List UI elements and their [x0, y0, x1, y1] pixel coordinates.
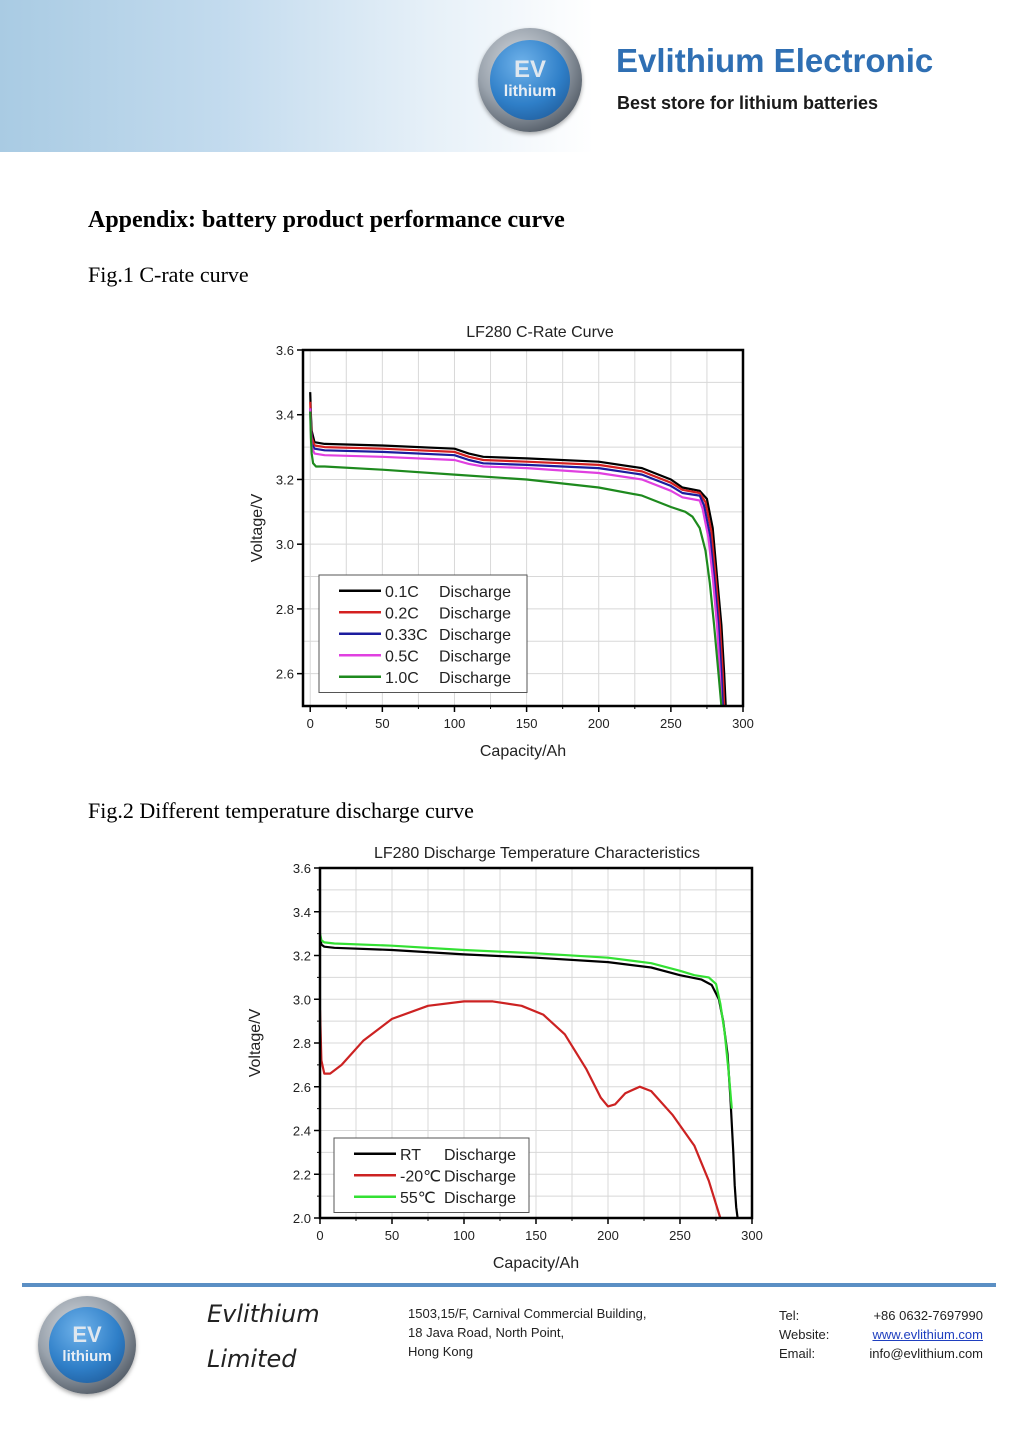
logo-inner-disc: EV lithium — [490, 40, 570, 120]
legend-series-name: 0.1C — [385, 584, 419, 601]
legend-series-name: 0.33C — [385, 627, 428, 644]
x-tick-label: 250 — [669, 1228, 691, 1243]
c-rate-chart: 0 50 100 150 200 250 300 2.6 2.8 3.0 3.2 3.4 3.6 LF28… — [249, 324, 754, 760]
footer-tel-value: +86 0632-7697990 — [873, 1308, 983, 1323]
y-tick-label: 3.6 — [276, 343, 294, 358]
y-tick-label: 3.6 — [293, 861, 311, 876]
x-tick-label: 150 — [525, 1228, 547, 1243]
series-line — [318, 933, 733, 1109]
footer-logo-ev-text: EV — [72, 1322, 102, 1347]
y-tick-label: 3.0 — [276, 537, 294, 552]
series-line — [309, 408, 723, 707]
footer-logo-lithium-text: lithium — [62, 1348, 112, 1365]
y-tick-label: 2.6 — [276, 667, 294, 682]
plot-frame — [301, 348, 745, 708]
y-tick-label: 3.2 — [293, 949, 311, 964]
footer-address-line3: Hong Kong — [408, 1344, 474, 1359]
y-tick-label: 2.8 — [293, 1036, 311, 1051]
x-tick-label: 250 — [660, 716, 682, 731]
legend-series-name: 0.5C — [385, 648, 419, 665]
series-line — [309, 392, 727, 707]
series-line — [309, 401, 726, 707]
legend-series-label: Discharge — [439, 670, 511, 687]
x-tick-label: 100 — [453, 1228, 475, 1243]
legend-series-name: -20℃ — [400, 1168, 441, 1185]
legend-series-name: 1.0C — [385, 670, 419, 687]
footer-divider — [22, 1283, 996, 1287]
x-tick-label: 300 — [741, 1228, 763, 1243]
footer-website-link[interactable]: www.evlithium.com — [872, 1327, 983, 1342]
y-tick-label: 3.2 — [276, 472, 294, 487]
chart-title: LF280 Discharge Temperature Characterist… — [374, 845, 700, 862]
series-line — [318, 1000, 722, 1219]
x-tick-label: 200 — [588, 716, 610, 731]
x-tick-label: 50 — [385, 1228, 399, 1243]
x-tick-label: 0 — [316, 1228, 323, 1243]
legend-series-label: Discharge — [439, 627, 511, 644]
y-tick-label: 2.0 — [293, 1211, 311, 1226]
y-tick-label: 3.4 — [276, 408, 294, 423]
x-tick-label: 150 — [516, 716, 538, 731]
footer-logo: EV lithium — [38, 1296, 136, 1394]
footer-email-label: Email: — [779, 1346, 816, 1361]
legend-series-label: Discharge — [439, 584, 511, 601]
brand-name: Evlithium Electronic — [616, 42, 934, 79]
temperature-chart: 0 50 100 150 200 250 300 2.0 2.2 2.4 2.6 2.8 3.0 3.2 3… — [247, 845, 763, 1272]
series-line — [318, 935, 739, 1219]
chart-title: LF280 C-Rate Curve — [466, 324, 614, 341]
legend-series-label: Discharge — [439, 605, 511, 622]
y-tick-label: 2.2 — [293, 1167, 311, 1182]
brand-tagline: Best store for lithium batteries — [617, 93, 879, 113]
legend-series-label: Discharge — [444, 1147, 516, 1164]
logo-lithium-text: lithium — [503, 83, 557, 100]
footer-address-line1: 1503,15/F, Carnival Commercial Building, — [408, 1306, 647, 1321]
x-tick-label: 0 — [307, 716, 314, 731]
footer-tel-label: Tel: — [779, 1308, 800, 1323]
footer-company-line1: Evlithium — [207, 1300, 320, 1328]
legend-series-label: Discharge — [444, 1168, 516, 1185]
x-tick-label: 100 — [444, 716, 466, 731]
y-tick-label: 2.8 — [276, 602, 294, 617]
legend-series-label: Discharge — [439, 648, 511, 665]
y-tick-label: 2.4 — [293, 1124, 311, 1139]
y-tick-label: 3.4 — [293, 905, 311, 920]
logo-ev-text: EV — [513, 56, 546, 83]
y-axis-label: Voltage/V — [249, 493, 266, 562]
legend-series-name: RT — [400, 1147, 421, 1164]
x-axis-label: Capacity/Ah — [480, 743, 566, 760]
x-tick-label: 50 — [375, 716, 389, 731]
legend-series-label: Discharge — [444, 1190, 516, 1207]
series-line — [309, 411, 723, 707]
legend-series-name: 0.2C — [385, 605, 419, 622]
fig2-caption: Fig.2 Different temperature discharge cu… — [88, 798, 474, 823]
y-tick-label: 2.6 — [293, 1080, 311, 1095]
appendix-title: Appendix: battery product performance cu… — [88, 207, 565, 233]
footer-email-value: info@evlithium.com — [869, 1346, 983, 1361]
footer-company-line2: Limited — [207, 1345, 297, 1373]
x-tick-label: 200 — [597, 1228, 619, 1243]
x-axis-label: Capacity/Ah — [493, 1255, 579, 1272]
y-tick-label: 3.0 — [293, 992, 311, 1007]
footer-address-line2: 18 Java Road, North Point, — [408, 1325, 565, 1340]
x-tick-label: 300 — [732, 716, 754, 731]
fig1-caption: Fig.1 C-rate curve — [88, 262, 249, 287]
y-axis-label: Voltage/V — [247, 1008, 264, 1077]
legend-series-name: 55℃ — [400, 1190, 436, 1207]
evlithium-logo: EV lithium — [478, 28, 582, 132]
footer-website-label: Website: — [779, 1327, 830, 1342]
footer-logo-inner-disc: EV lithium — [49, 1307, 125, 1383]
series-line — [309, 408, 724, 707]
